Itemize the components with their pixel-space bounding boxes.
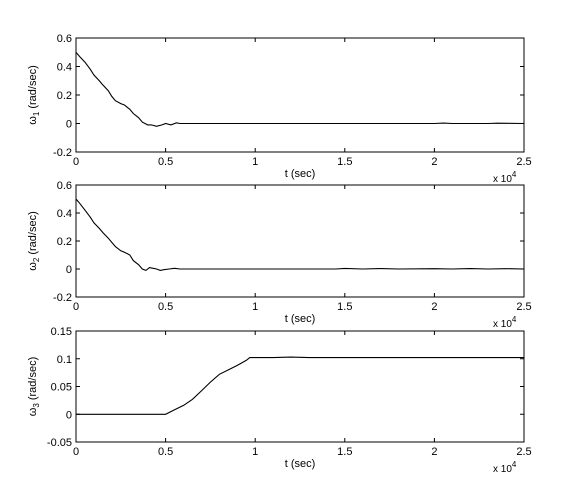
axes-2-x-multiplier-exponent: 4 xyxy=(512,315,517,324)
axes-2-ylabel-units: (rad/sec) xyxy=(27,211,39,257)
axes-2-ytick-label: 0.6 xyxy=(57,180,72,192)
axes-1-xlabel: t (sec) xyxy=(285,168,316,180)
axes-1-ylabel: ω1 (rad/sec) xyxy=(27,65,41,125)
axes-1-ylabel-units: (rad/sec) xyxy=(27,65,39,111)
axes-2-ylabel: ω2 (rad/sec) xyxy=(27,211,41,271)
axes-1-ylabel-symbol: ω xyxy=(27,116,39,125)
axes-3-xtick-label: 1.5 xyxy=(337,446,352,458)
axes-2-ytick-label: 0 xyxy=(66,264,72,276)
omega1-series-line xyxy=(75,51,525,127)
axes-2-x-multiplier-base: x 10 xyxy=(493,319,512,330)
axes-1-box xyxy=(75,37,525,153)
axes-3-ytick-label: 0.15 xyxy=(51,326,72,338)
axes-3-xtick-label: 2.5 xyxy=(516,446,531,458)
axes-3-box xyxy=(75,330,525,443)
axes-2-xlabel: t (sec) xyxy=(285,313,316,325)
axes-2-xtick-label: 0 xyxy=(73,301,79,313)
axes-1-xtick-label: 1 xyxy=(252,156,258,168)
axes-3-x-multiplier-base: x 10 xyxy=(493,464,512,475)
axes-3-xtick-label: 0.5 xyxy=(158,446,173,458)
axes-2-xtick-label: 0.5 xyxy=(158,301,173,313)
axes-1-ylabel-subscript: 1 xyxy=(32,111,41,116)
subplot-2: 0 0.5 1 1.5 2 2.5-0.200.20.40.6 t (sec) ω2 (r… xyxy=(27,180,532,330)
axes-2-box xyxy=(75,184,525,298)
axes-2-xtick-label: 2.5 xyxy=(516,301,531,313)
omega3-series-line xyxy=(76,356,524,415)
axes-2-ticks: 0 0.5 1 1.5 2 2.5-0.200.20.40.6 xyxy=(53,180,532,313)
axes-1-ytick-label: 0 xyxy=(66,119,72,131)
omega2-series-line xyxy=(75,198,525,272)
axes-1-xtick-label: 1.5 xyxy=(337,156,352,168)
axes-2-ytick-label: -0.2 xyxy=(53,292,72,304)
axes-1-ytick-label: -0.2 xyxy=(53,147,72,159)
axes-1-xtick-label: 2 xyxy=(431,156,437,168)
axes-3-ylabel-units: (rad/sec) xyxy=(27,357,39,403)
axes-1-ytick-label: 0.4 xyxy=(57,62,72,74)
axes-3-ylabel-symbol: ω xyxy=(27,407,39,416)
axes-3-ytick-label: 0 xyxy=(66,409,72,421)
axes-1-x-multiplier-exponent: 4 xyxy=(512,170,517,179)
axes-2-xtick-label: 2 xyxy=(431,301,437,313)
axes-3-xtick-label: 2 xyxy=(431,446,437,458)
axes-3-ylabel-subscript: 3 xyxy=(32,403,41,408)
axes-3-ytick-label: -0.05 xyxy=(47,437,72,449)
axes-1-xtick-label: 2.5 xyxy=(516,156,531,168)
axes-3-ytick-label: 0.1 xyxy=(57,354,72,366)
axes-2-xtick-label: 1 xyxy=(252,301,258,313)
axes-2-ylabel-symbol: ω xyxy=(27,262,39,271)
axes-1-xtick-label: 0 xyxy=(73,156,79,168)
axes-2-ytick-label: 0.2 xyxy=(57,236,72,248)
axes-3-x-multiplier: x 104 xyxy=(493,460,517,475)
axes-3-xlabel: t (sec) xyxy=(285,458,316,470)
axes-1-ytick-label: 0.2 xyxy=(57,90,72,102)
axes-2-xtick-label: 1.5 xyxy=(337,301,352,313)
axes-3-x-multiplier-exponent: 4 xyxy=(512,460,517,469)
axes-1-x-multiplier: x 104 xyxy=(493,170,517,185)
axes-3-xtick-label: 0 xyxy=(73,446,79,458)
axes-2-x-multiplier: x 104 xyxy=(493,315,517,330)
axes-3-ytick-label: 0.05 xyxy=(51,382,72,394)
axes-1-ytick-label: 0.6 xyxy=(57,33,72,45)
axes-3-ylabel: ω3 (rad/sec) xyxy=(27,357,41,417)
axes-1-x-multiplier-base: x 10 xyxy=(493,174,512,185)
axes-1-xtick-label: 0.5 xyxy=(158,156,173,168)
axes-2-ytick-label: 0.4 xyxy=(57,208,72,220)
axes-3-xtick-label: 1 xyxy=(252,446,258,458)
axes-2-ylabel-subscript: 2 xyxy=(32,257,41,262)
subplot-1: 0 0.5 1 1.5 2 2.5-0.200.20.40.6 t (sec) ω1 (r… xyxy=(27,33,532,185)
